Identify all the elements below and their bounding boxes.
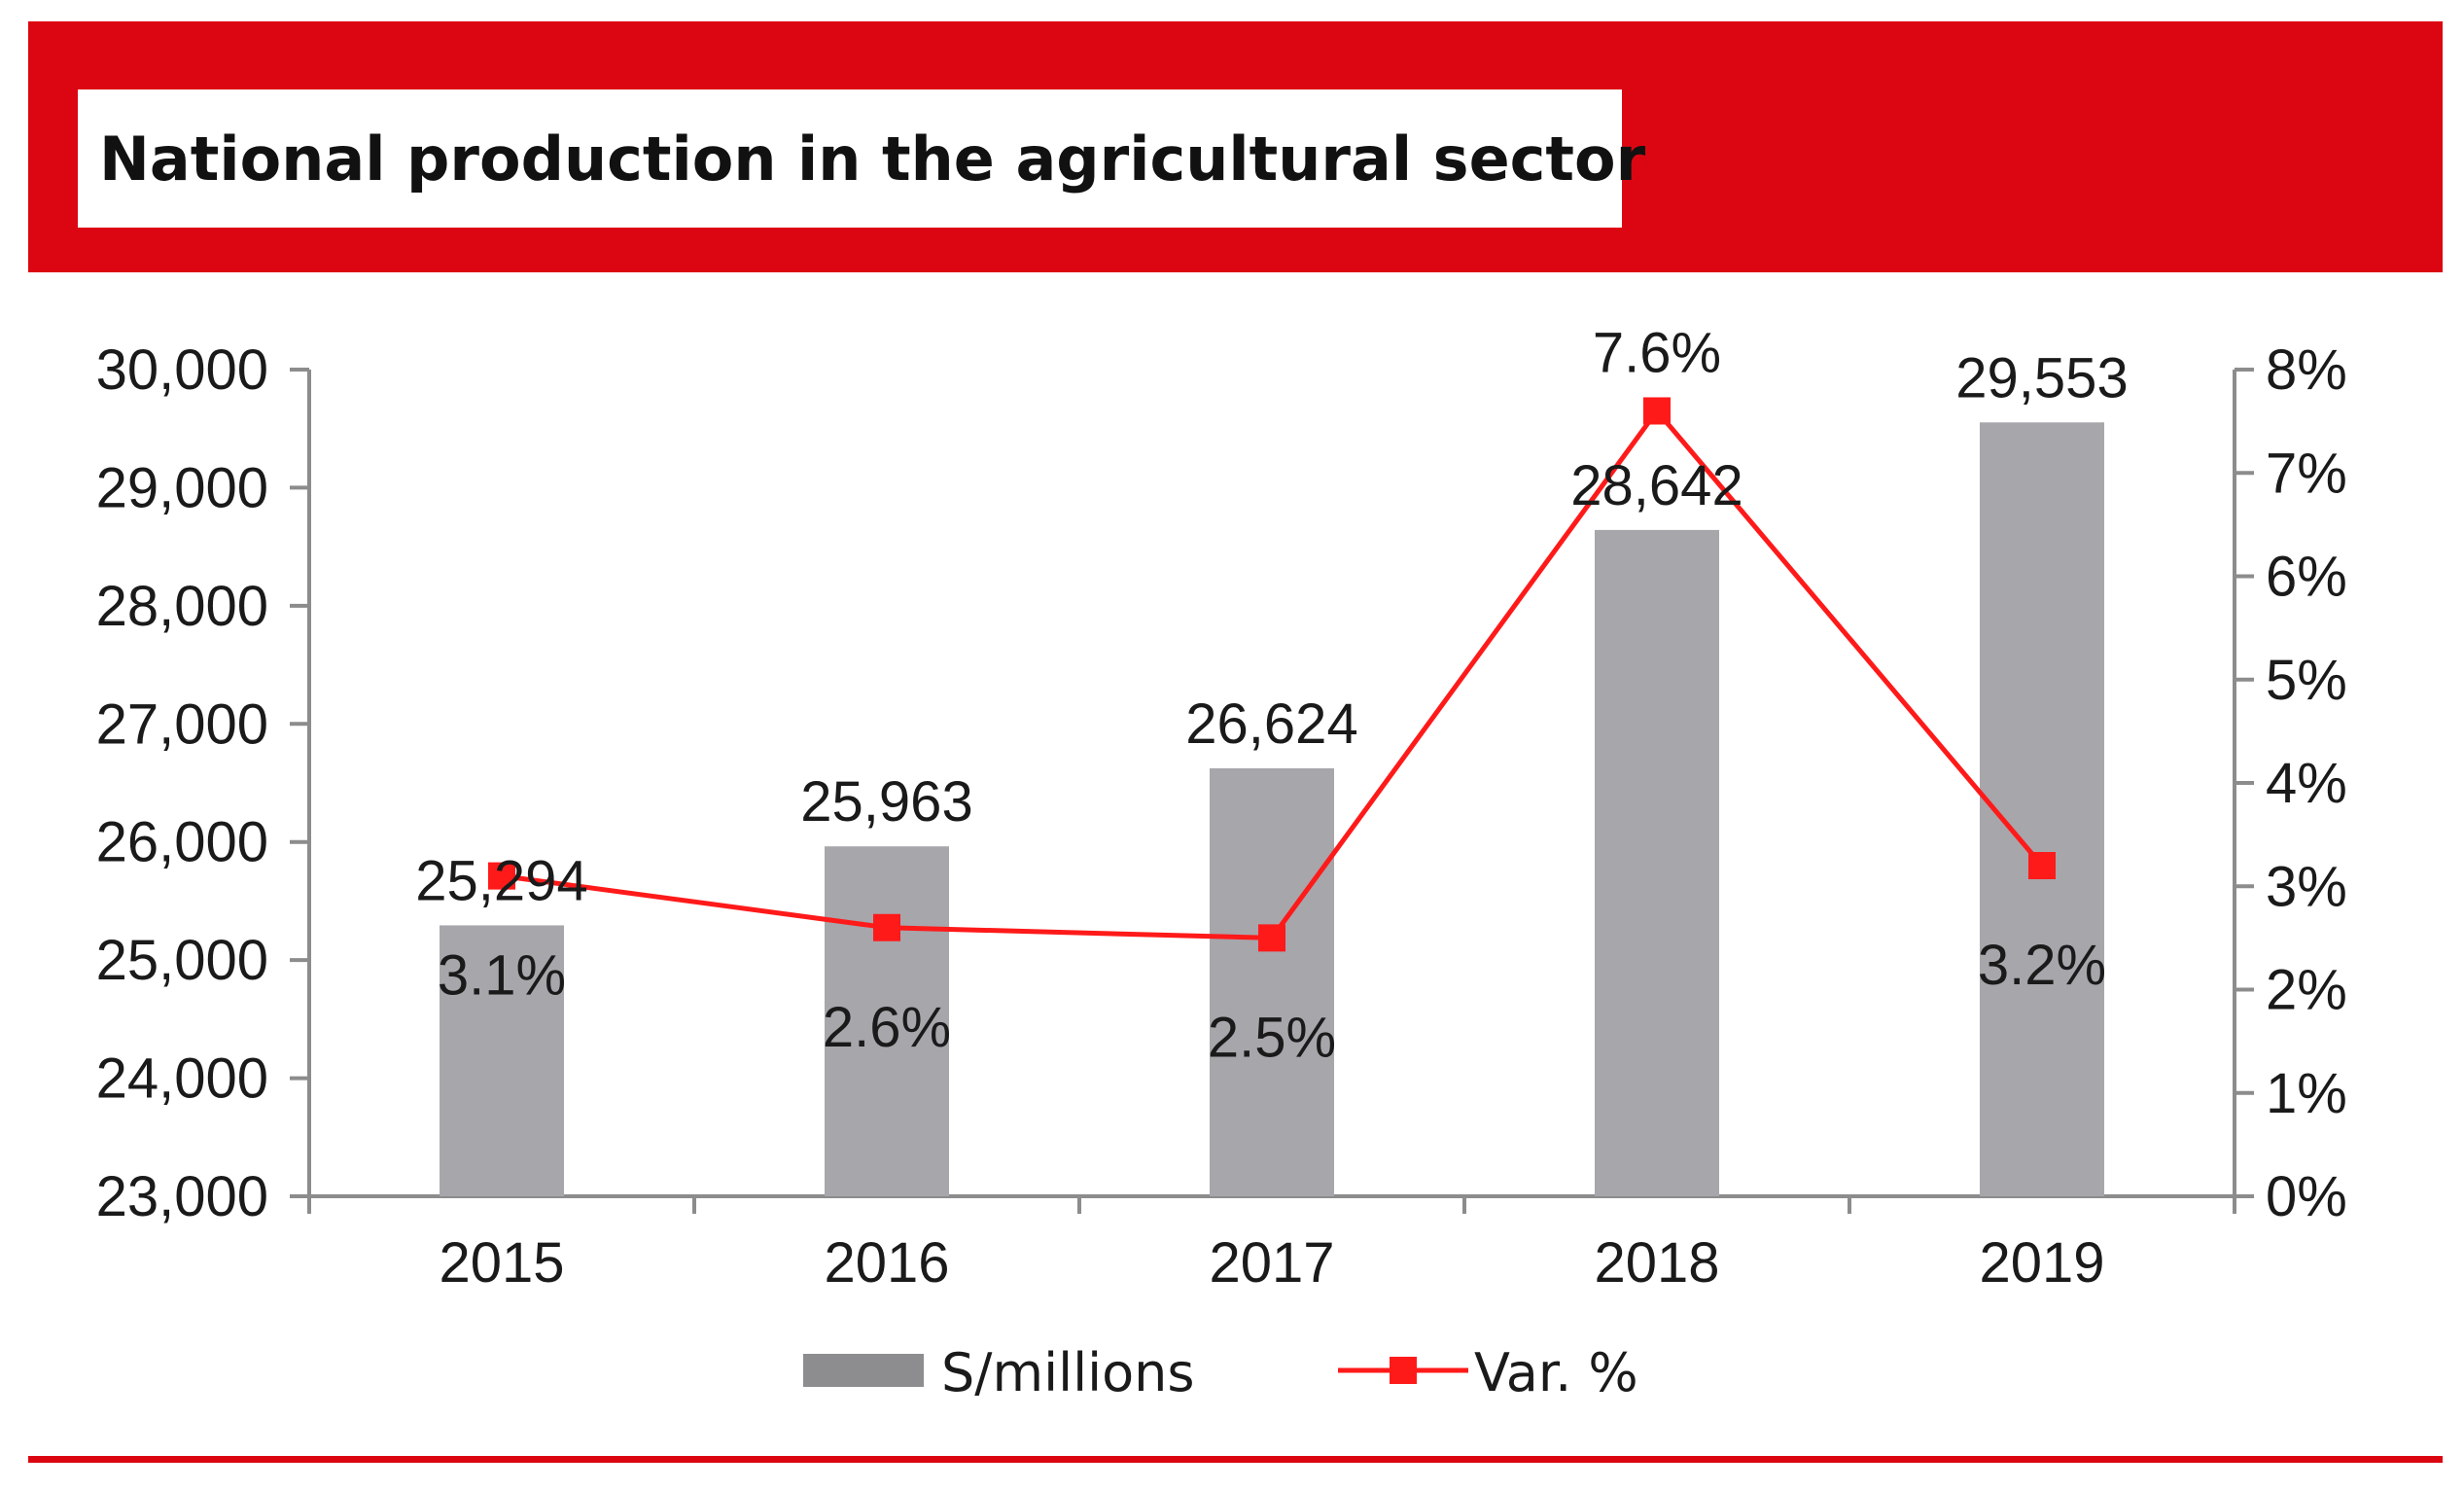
- var-marker: [1258, 924, 1285, 952]
- line-value-label: 2.5%: [1208, 1006, 1336, 1069]
- bar-value-label: 28,642: [1570, 454, 1742, 517]
- y-left-tick-label: 27,000: [96, 692, 268, 756]
- x-tick-label: 2017: [1209, 1231, 1334, 1295]
- var-marker: [488, 862, 515, 890]
- var-marker: [873, 913, 900, 941]
- y-left-tick-label: 28,000: [96, 575, 268, 638]
- x-tick-label: 2015: [439, 1231, 564, 1295]
- y-left-tick-label: 29,000: [96, 456, 268, 519]
- x-tick-label: 2016: [824, 1231, 949, 1295]
- var-marker: [1643, 397, 1671, 425]
- y-right-tick-label: 0%: [2266, 1165, 2347, 1228]
- title-box: National production in the agricultural …: [78, 89, 1645, 228]
- y-left-tick-label: 26,000: [96, 811, 268, 874]
- chart-title: National production in the agricultural …: [99, 123, 1646, 195]
- legend-line-label: Var. %: [1474, 1342, 1638, 1403]
- bar-value-label: 25,294: [415, 849, 587, 912]
- bar-value-label: 26,624: [1185, 692, 1357, 756]
- y-right-tick-label: 7%: [2266, 442, 2347, 505]
- line-value-label: 3.1%: [438, 944, 566, 1008]
- y-right-tick-label: 3%: [2266, 855, 2347, 918]
- legend-bar-label: S/millions: [941, 1342, 1194, 1403]
- var-marker: [2028, 852, 2056, 879]
- legend-line-marker: [1390, 1357, 1417, 1384]
- line-value-label: 3.2%: [1978, 934, 2106, 997]
- y-left-tick-label: 24,000: [96, 1047, 268, 1111]
- y-right-tick-label: 1%: [2266, 1062, 2347, 1125]
- line-value-label: 7.6%: [1593, 322, 1721, 385]
- bar-value-label: 25,963: [800, 770, 972, 834]
- bar-value-label: 29,553: [1955, 346, 2128, 409]
- y-right-tick-label: 4%: [2266, 752, 2347, 815]
- bar: [1210, 767, 1334, 1196]
- y-left-tick-label: 25,000: [96, 929, 268, 992]
- y-right-tick-label: 6%: [2266, 546, 2347, 609]
- line-value-label: 2.6%: [823, 996, 951, 1059]
- bar: [440, 925, 564, 1196]
- y-left-tick-label: 23,000: [96, 1165, 268, 1228]
- y-right-tick-label: 2%: [2266, 959, 2347, 1022]
- y-right-tick-label: 8%: [2266, 338, 2347, 402]
- bar: [1595, 529, 1719, 1196]
- x-tick-label: 2018: [1594, 1231, 1719, 1295]
- y-right-tick-label: 5%: [2266, 649, 2347, 712]
- bar: [825, 846, 949, 1196]
- x-tick-label: 2019: [1979, 1231, 2104, 1295]
- legend-bar-swatch: [803, 1354, 924, 1387]
- bar: [1980, 422, 2104, 1196]
- y-left-tick-label: 30,000: [96, 338, 268, 402]
- bottom-rule: [28, 1456, 2443, 1463]
